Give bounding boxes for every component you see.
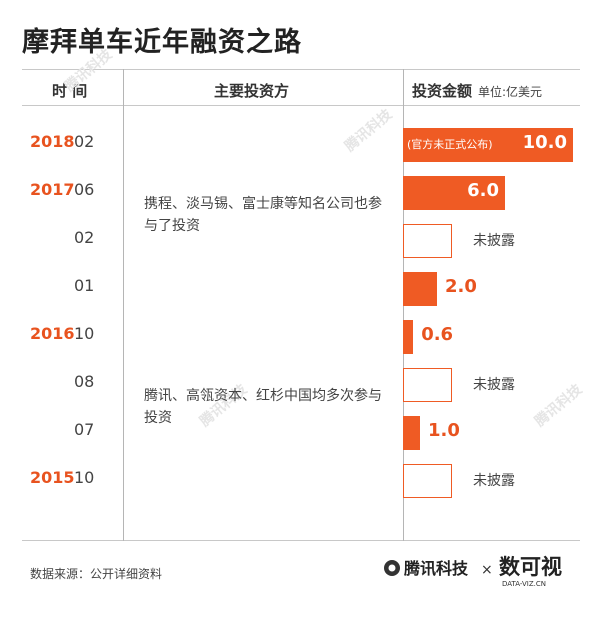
- bar-undisclosed: [403, 464, 452, 498]
- header-investors: 主要投资方: [214, 82, 290, 100]
- header-amount-label: 投资金额: [412, 82, 473, 100]
- value-label: 6.0: [467, 180, 499, 201]
- unofficial-note: (官方未正式公布): [407, 138, 493, 151]
- header-unit: 单位:亿美元: [478, 85, 543, 99]
- bar-undisclosed: [403, 368, 452, 402]
- year-label: 2017: [30, 180, 75, 199]
- chart-row: 02 未披露: [0, 216, 601, 264]
- header-time: 时 间: [52, 82, 88, 100]
- brand-tencent-tech: 腾讯科技: [404, 559, 469, 578]
- undisclosed-label: 未披露: [473, 377, 515, 393]
- chart-row: 2018 02 10.0 (官方未正式公布): [0, 120, 601, 168]
- month-label: 08: [74, 372, 95, 391]
- source-note: 数据来源：公开详细资料: [30, 567, 163, 581]
- chart-title: 摩拜单车近年融资之路: [22, 27, 302, 58]
- month-label: 10: [74, 324, 95, 343]
- header-amount: 投资金额 单位:亿美元: [412, 80, 542, 101]
- investor-note-2016: 腾讯、高瓴资本、红杉中国均多次参与投资: [144, 388, 382, 426]
- header-bottom-rule: [22, 105, 580, 106]
- undisclosed-label: 未披露: [473, 473, 515, 489]
- chart-row: 2016 10 0.6: [0, 312, 601, 360]
- bar: [403, 320, 414, 354]
- value-label: 0.6: [421, 324, 454, 345]
- year-label: 2015: [30, 468, 75, 487]
- bar: [403, 416, 420, 450]
- footer-logos-svg: 腾讯科技 × 数可视 DATA-VIZ.CN: [384, 555, 562, 588]
- investor-note-2017: 携程、淡马锡、富士康等知名公司也参与了投资: [144, 196, 382, 234]
- brand-separator: ×: [481, 562, 493, 578]
- value-label: 10.0: [522, 132, 567, 153]
- month-label: 01: [74, 276, 95, 295]
- footer-logos: 腾讯科技 × 数可视 DATA-VIZ.CN: [383, 553, 593, 589]
- chart-row: 2017 06 6.0: [0, 168, 601, 216]
- year-label: 2016: [30, 324, 75, 343]
- bar: [403, 128, 573, 162]
- month-label: 06: [74, 180, 95, 199]
- table-bottom-rule: [22, 540, 580, 541]
- bar-undisclosed: [403, 224, 452, 258]
- value-label: 2.0: [445, 276, 477, 297]
- month-label: 10: [74, 468, 95, 487]
- month-label: 02: [74, 228, 95, 247]
- chart-row: 2015 10 未披露: [0, 456, 601, 504]
- brand-data-viz: 数可视: [499, 555, 562, 579]
- bar: [403, 272, 437, 306]
- value-label: 1.0: [428, 420, 460, 441]
- column-divider-left: [123, 69, 124, 541]
- brand-data-viz-sub: DATA-VIZ.CN: [502, 580, 546, 588]
- year-label: 2018: [30, 132, 75, 151]
- chart-row: 08 未披露: [0, 360, 601, 408]
- month-label: 02: [74, 132, 95, 151]
- tencent-tech-logo-icon-inner: [388, 564, 396, 572]
- month-label: 07: [74, 420, 95, 439]
- header-top-rule: [22, 69, 580, 70]
- undisclosed-label: 未披露: [473, 233, 515, 249]
- chart-row: 01 2.0: [0, 264, 601, 312]
- bar: [403, 176, 505, 210]
- chart-row: 07 1.0: [0, 408, 601, 456]
